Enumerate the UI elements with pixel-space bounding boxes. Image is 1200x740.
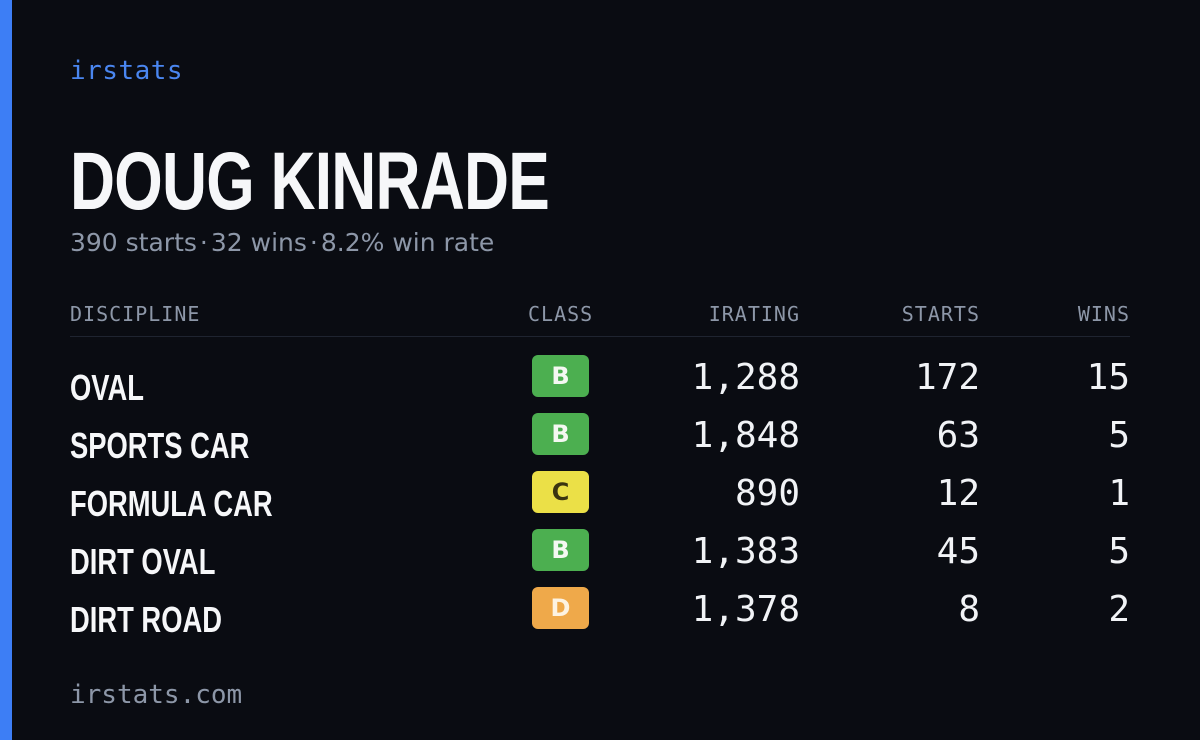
footer-url: irstats.com — [70, 680, 243, 710]
starts-value: 63 — [936, 415, 980, 456]
class-badge: B — [532, 413, 589, 455]
wins-value: 1 — [1108, 473, 1130, 514]
summary-separator: · — [309, 228, 318, 257]
table-row: FORMULA CAR C 890 12 1 — [70, 471, 1130, 529]
irating-value: 890 — [734, 473, 800, 514]
class-badge: B — [532, 529, 589, 571]
table-row: DIRT ROAD D 1,378 8 2 — [70, 587, 1130, 645]
discipline-table: DISCIPLINE CLASS IRATING STARTS WINS OVA… — [70, 296, 1130, 645]
discipline-name: DIRT ROAD — [70, 599, 222, 640]
table-row: SPORTS CAR B 1,848 63 5 — [70, 413, 1130, 471]
table-body: OVAL B 1,288 172 15 SPORTS CAR B 1,848 6… — [70, 355, 1130, 645]
class-badge: C — [532, 471, 589, 513]
wins-value: 5 — [1108, 531, 1130, 572]
driver-name: DOUG KINRADE — [70, 136, 550, 227]
win-rate-summary: 8.2% win rate — [320, 228, 495, 257]
class-badge: B — [532, 355, 589, 397]
starts-value: 12 — [936, 473, 980, 514]
wins-value: 2 — [1108, 589, 1130, 630]
header-starts: STARTS — [901, 302, 980, 326]
wins-value: 5 — [1108, 415, 1130, 456]
wins-value: 15 — [1086, 357, 1130, 398]
starts-summary: 390 starts — [70, 228, 197, 257]
irating-value: 1,383 — [691, 531, 800, 572]
wins-summary: 32 wins — [210, 228, 307, 257]
table-row: OVAL B 1,288 172 15 — [70, 355, 1130, 413]
header-irating: IRATING — [708, 302, 800, 326]
class-badge: D — [532, 587, 589, 629]
starts-value: 8 — [958, 589, 980, 630]
accent-bar — [0, 0, 12, 740]
discipline-name: FORMULA CAR — [70, 483, 273, 524]
irating-value: 1,848 — [691, 415, 800, 456]
irating-value: 1,288 — [691, 357, 800, 398]
irating-value: 1,378 — [691, 589, 800, 630]
table-header: DISCIPLINE CLASS IRATING STARTS WINS — [70, 296, 1130, 337]
driver-summary: 390 starts · 32 wins · 8.2% win rate — [70, 228, 494, 257]
header-discipline: DISCIPLINE — [70, 302, 201, 326]
starts-value: 172 — [914, 357, 980, 398]
discipline-name: OVAL — [70, 367, 144, 408]
discipline-name: DIRT OVAL — [70, 541, 216, 582]
brand-logo: irstats — [70, 56, 184, 86]
header-wins: WINS — [1077, 302, 1130, 326]
header-class: CLASS — [528, 302, 594, 326]
summary-separator: · — [199, 228, 208, 257]
discipline-name: SPORTS CAR — [70, 425, 250, 466]
table-row: DIRT OVAL B 1,383 45 5 — [70, 529, 1130, 587]
starts-value: 45 — [936, 531, 980, 572]
